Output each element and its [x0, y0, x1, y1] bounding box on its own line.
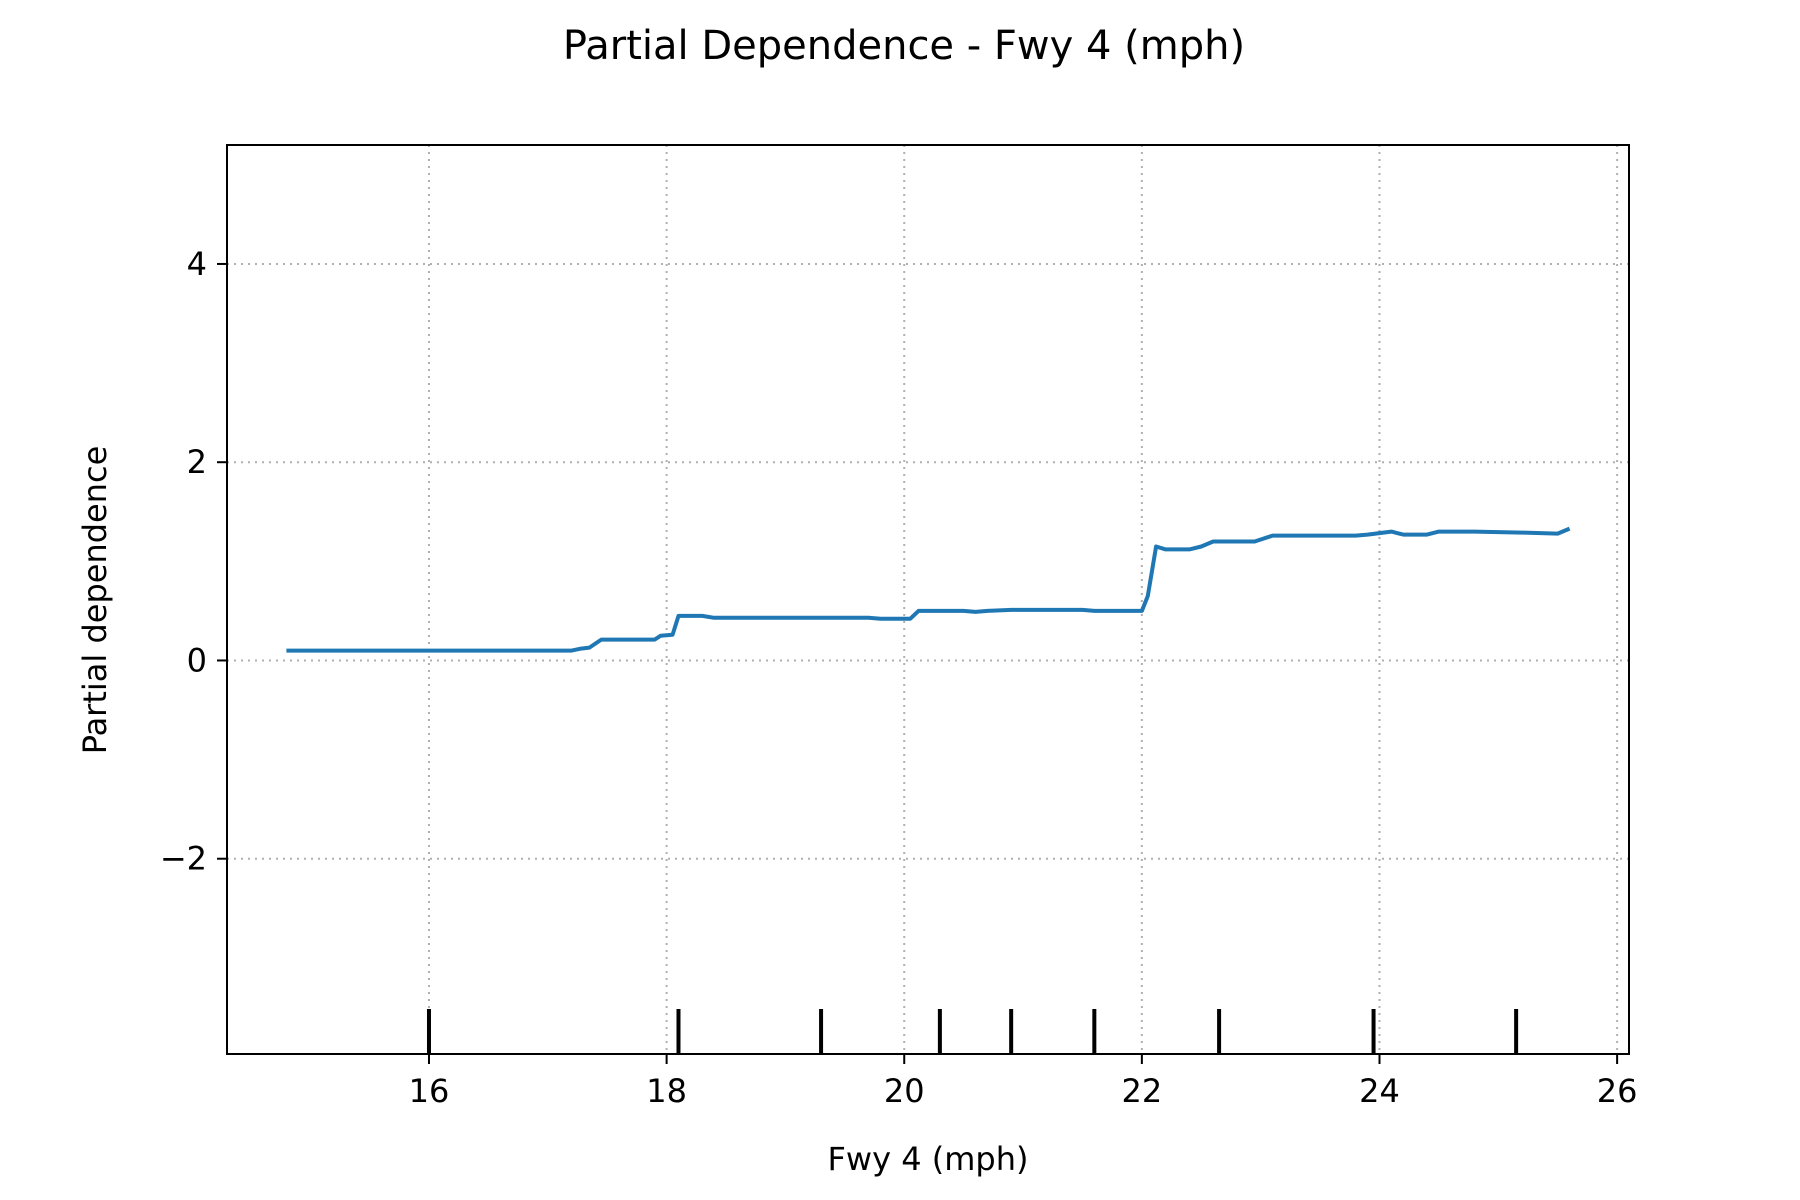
- rug-marks: [426, 1009, 1519, 1054]
- pd-series-line: [286, 526, 1571, 653]
- x-tick-label: 26: [1597, 1072, 1638, 1110]
- grid-lines: [227, 145, 1629, 1054]
- x-tick-label: 16: [409, 1072, 450, 1110]
- y-tick-label: −2: [160, 840, 207, 878]
- x-tick-label: 18: [646, 1072, 687, 1110]
- y-axis-label: Partial dependence: [76, 446, 114, 755]
- y-tick-label: 2: [187, 443, 207, 481]
- series-group: [286, 526, 1571, 653]
- x-tick-label: 24: [1359, 1072, 1400, 1110]
- x-tick-label: 20: [884, 1072, 925, 1110]
- y-tick-label: 0: [187, 641, 207, 679]
- y-axis-ticks: −2 0 2 4: [160, 245, 227, 878]
- x-tick-label: 22: [1122, 1072, 1163, 1110]
- x-axis-ticks: 16 18 20 22 24 26: [409, 1054, 1638, 1110]
- plot-frame: [226, 144, 1630, 1055]
- chart-title: Partial Dependence - Fwy 4 (mph): [563, 23, 1245, 69]
- x-axis-label: Fwy 4 (mph): [828, 1140, 1029, 1178]
- y-tick-label: 4: [187, 245, 207, 283]
